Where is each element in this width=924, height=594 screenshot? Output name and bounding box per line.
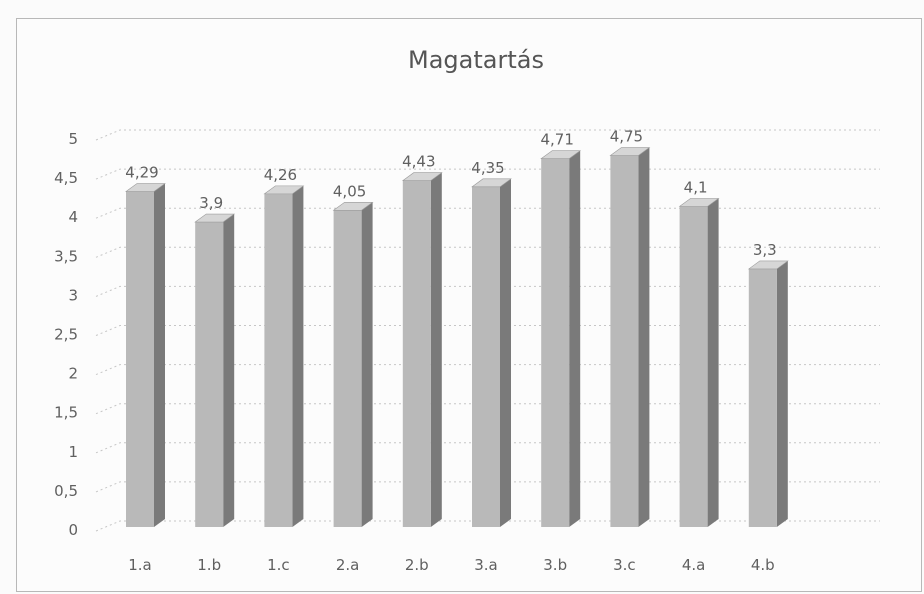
bar-3.a bbox=[471, 178, 512, 527]
bar-2.a bbox=[332, 201, 374, 528]
bar-top bbox=[125, 183, 166, 192]
bar-side bbox=[776, 260, 788, 527]
bar-top bbox=[401, 172, 443, 181]
data-label: 4,43 bbox=[402, 153, 435, 171]
y-tick-label: 2 bbox=[68, 365, 78, 383]
bar-top bbox=[609, 147, 651, 156]
gridline bbox=[95, 168, 880, 180]
x-tick-label: 3.c bbox=[613, 556, 636, 574]
bars bbox=[125, 147, 789, 528]
bar-top bbox=[747, 260, 789, 270]
x-tick-label: 1.a bbox=[128, 556, 152, 574]
bar-top bbox=[332, 201, 374, 211]
data-label: 4,35 bbox=[471, 159, 504, 177]
bar-3.b bbox=[540, 150, 582, 528]
bar-1.c bbox=[263, 185, 305, 528]
bar-side bbox=[500, 178, 511, 527]
data-label: 4,05 bbox=[333, 182, 366, 200]
gridline bbox=[95, 442, 880, 454]
bar-3.c bbox=[609, 147, 651, 528]
bar-front bbox=[748, 268, 777, 527]
x-tick-label: 4.a bbox=[682, 556, 706, 574]
gridline bbox=[95, 246, 880, 258]
y-tick-label: 1,5 bbox=[54, 404, 78, 422]
data-label: 4,75 bbox=[610, 128, 643, 146]
bar-2.b bbox=[401, 172, 443, 527]
gridlines bbox=[95, 129, 880, 532]
y-tick-label: 0 bbox=[68, 521, 78, 539]
y-tick-label: 2,5 bbox=[54, 326, 78, 344]
x-tick-label: 2.b bbox=[405, 556, 429, 574]
bar-front bbox=[195, 222, 224, 527]
bar-side bbox=[361, 202, 373, 528]
bar-top bbox=[471, 178, 512, 188]
gridline bbox=[95, 481, 880, 493]
x-tick-label: 3.b bbox=[543, 556, 567, 574]
bar-front bbox=[541, 158, 570, 528]
bar-side bbox=[292, 185, 304, 528]
bar-side bbox=[430, 172, 442, 527]
bar-top bbox=[678, 198, 720, 207]
bar-top bbox=[540, 150, 582, 159]
bar-4.b bbox=[747, 260, 789, 527]
x-axis-ticks: 1.a 1.b 1.c 2.a 2.b 3.a 3.b 3.c 4.a 4.b bbox=[128, 556, 774, 574]
data-label: 4,29 bbox=[125, 164, 158, 182]
y-tick-label: 4,5 bbox=[54, 169, 78, 187]
y-axis-ticks: 0 0,5 1 1,5 2 2,5 3 3,5 4 4,5 5 bbox=[54, 130, 78, 539]
data-label: 3,3 bbox=[753, 241, 777, 259]
bar-front bbox=[264, 193, 293, 528]
data-labels: 4,29 3,9 4,26 4,05 4,43 4,35 4,71 4,75 4,1 3,3 bbox=[125, 128, 776, 259]
y-tick-label: 0,5 bbox=[54, 482, 78, 500]
chart-title: Magatartás bbox=[408, 46, 544, 74]
gridline bbox=[95, 325, 880, 336]
gridline bbox=[95, 285, 880, 297]
bar-front bbox=[333, 210, 362, 528]
bar-side bbox=[154, 183, 165, 527]
x-tick-label: 2.a bbox=[336, 556, 360, 574]
x-tick-label: 3.a bbox=[474, 556, 498, 574]
y-tick-label: 4 bbox=[68, 208, 78, 226]
x-tick-label: 1.b bbox=[197, 556, 221, 574]
gridline bbox=[95, 129, 880, 141]
bar-side bbox=[223, 214, 235, 527]
y-tick-label: 3,5 bbox=[54, 247, 78, 265]
bar-front bbox=[610, 155, 639, 528]
bar-top bbox=[194, 213, 236, 223]
bar-side bbox=[638, 147, 650, 528]
data-label: 4,71 bbox=[540, 131, 573, 149]
gridline bbox=[95, 520, 880, 532]
data-label: 3,9 bbox=[199, 194, 223, 212]
bar-side bbox=[569, 150, 581, 528]
bar-top bbox=[263, 185, 305, 195]
bar-1.a bbox=[125, 183, 166, 527]
x-tick-label: 4.b bbox=[751, 556, 775, 574]
bar-4.a bbox=[678, 198, 720, 527]
bar-front bbox=[126, 191, 154, 527]
bar-front bbox=[402, 180, 431, 527]
data-label: 4,26 bbox=[264, 166, 297, 184]
bar-front bbox=[679, 206, 708, 527]
bar-1.b bbox=[194, 213, 236, 527]
gridline bbox=[95, 207, 880, 219]
y-tick-label: 1 bbox=[68, 443, 78, 461]
y-tick-label: 5 bbox=[68, 130, 78, 148]
y-tick-label: 3 bbox=[68, 286, 78, 304]
bar-side bbox=[707, 198, 719, 527]
x-tick-label: 1.c bbox=[267, 556, 290, 574]
gridline bbox=[95, 364, 880, 376]
data-label: 4,1 bbox=[684, 178, 708, 196]
gridline bbox=[95, 403, 880, 415]
bar-front bbox=[472, 186, 500, 527]
